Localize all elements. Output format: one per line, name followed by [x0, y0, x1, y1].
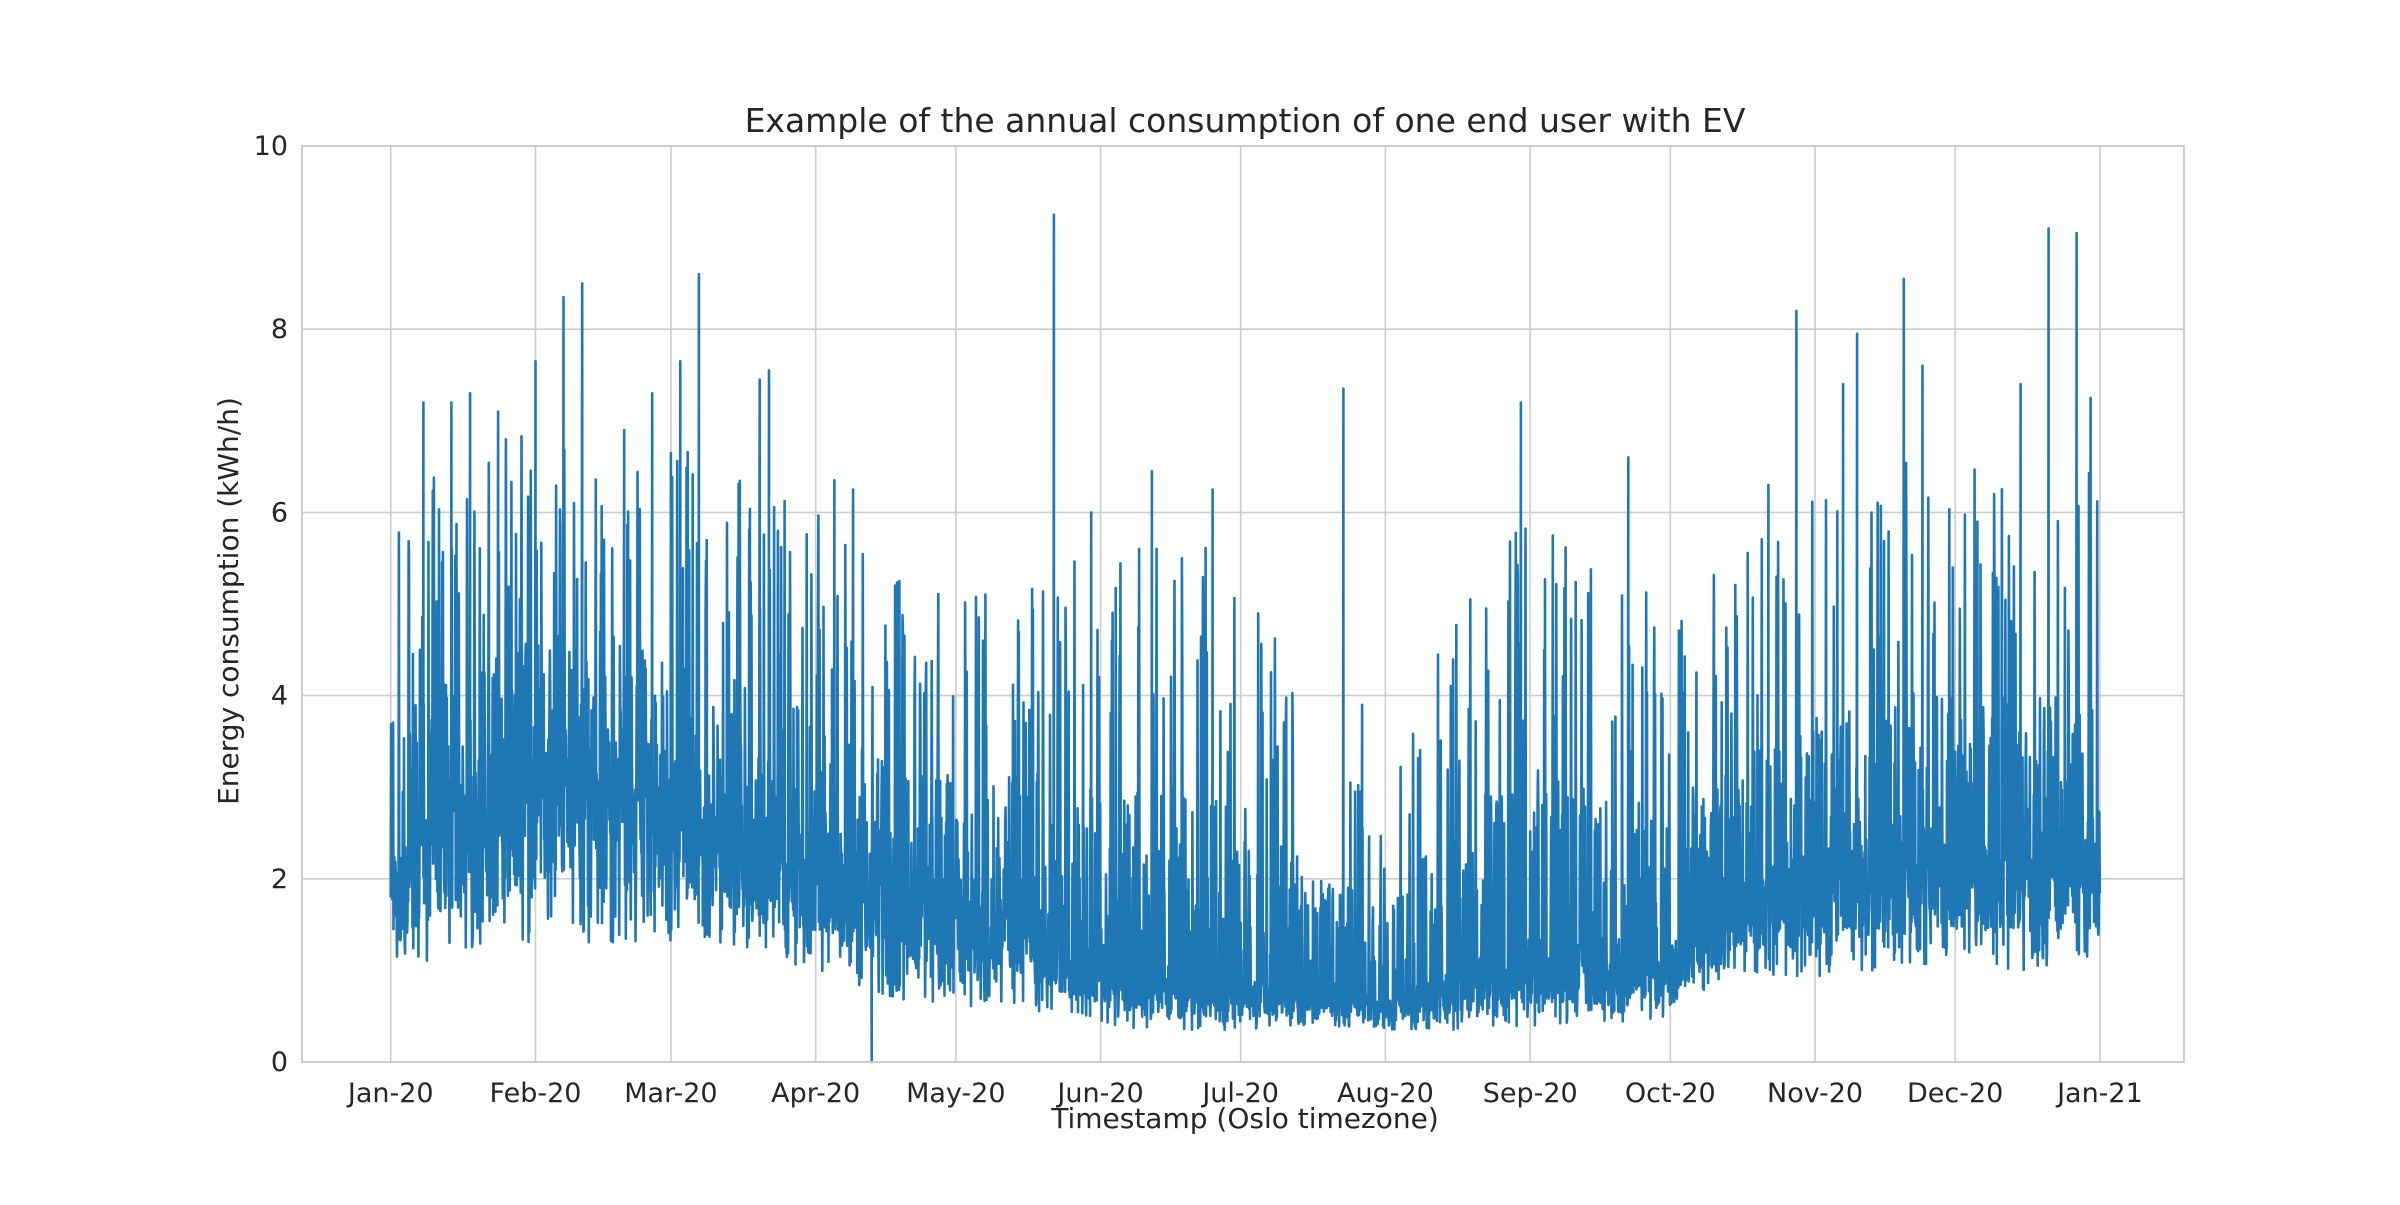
y-tick-label: 8 [271, 314, 288, 345]
y-tick-label: 6 [271, 497, 288, 528]
x-tick-label: May-20 [906, 1078, 1005, 1109]
consumption-series-line [389, 213, 2102, 1064]
chart-title: Example of the annual consumption of one… [745, 101, 1746, 140]
x-tick-label: Jan-20 [346, 1078, 434, 1109]
y-tick-label: 0 [271, 1047, 288, 1078]
x-tick-labels: Jan-20 Feb-20 Mar-20 Apr-20 May-20 Jun-20 Jul-… [346, 1078, 2143, 1109]
x-tick-label: Jan-21 [2055, 1078, 2143, 1109]
y-tick-label: 2 [271, 864, 288, 895]
plot-frame [301, 145, 2185, 1063]
x-tick-label: Jul-20 [1200, 1078, 1279, 1109]
y-tick-label: 4 [271, 681, 288, 712]
x-tick-label: Feb-20 [490, 1078, 582, 1109]
y-tick-label: 10 [254, 131, 288, 162]
x-tick-label: Mar-20 [624, 1078, 717, 1109]
x-tick-label: Jun-20 [1055, 1078, 1143, 1109]
series-layer [389, 213, 2102, 1064]
x-tick-label: Sep-20 [1483, 1078, 1578, 1109]
x-tick-label: Apr-20 [771, 1078, 860, 1109]
y-tick-labels: 0 2 4 6 8 10 [254, 131, 288, 1078]
x-tick-label: Nov-20 [1767, 1078, 1863, 1109]
x-tick-label: Dec-20 [1907, 1078, 2003, 1109]
x-tick-label: Oct-20 [1625, 1078, 1716, 1109]
x-axis-label: Timestamp (Oslo timezone) [1050, 1102, 1439, 1135]
y-axis-label: Energy consumption (kWh/h) [212, 397, 245, 805]
x-tick-label: Aug-20 [1337, 1078, 1434, 1109]
